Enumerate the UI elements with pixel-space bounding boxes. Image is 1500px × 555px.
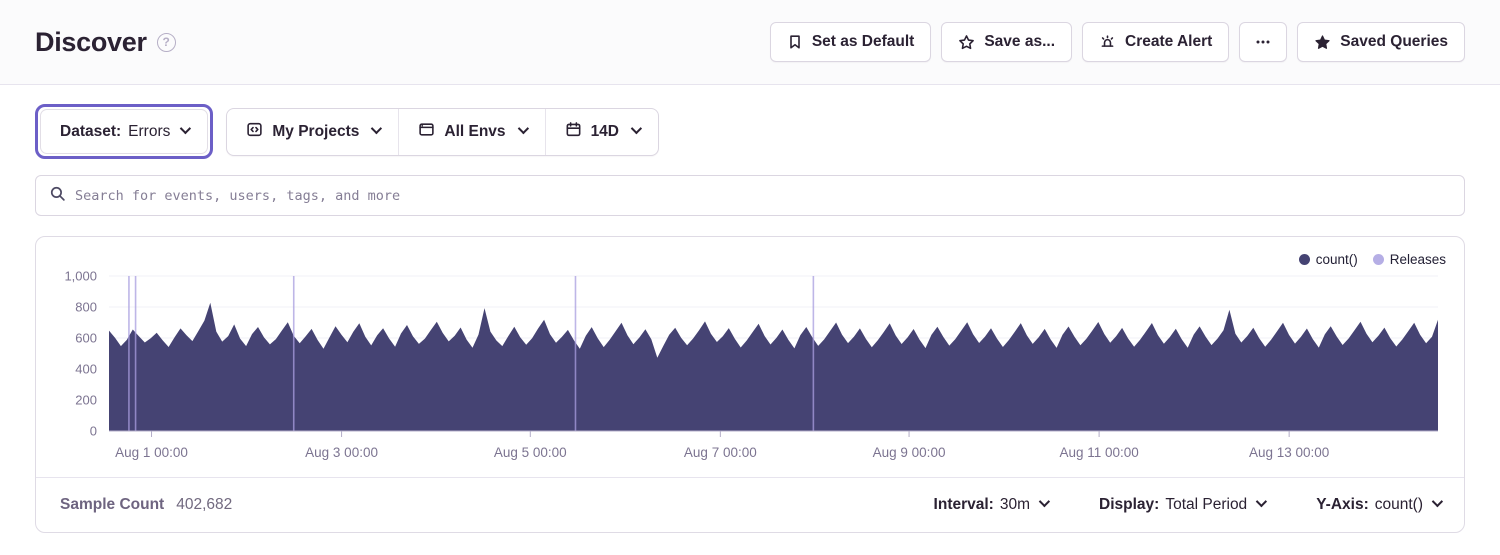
projects-value: My Projects	[272, 122, 360, 140]
create-alert-button[interactable]: Create Alert	[1082, 22, 1230, 62]
calendar-icon	[565, 121, 582, 143]
page-header: Discover ? Set as Default Save as... Cre…	[0, 0, 1500, 85]
chevron-down-icon	[371, 122, 383, 134]
set-as-default-label: Set as Default	[811, 33, 915, 50]
filter-bar: Dataset: Errors My Projects All Envs	[35, 104, 659, 159]
svg-text:0: 0	[90, 424, 97, 439]
dataset-label: Dataset:	[60, 122, 122, 140]
chevron-down-icon	[180, 122, 192, 134]
title-wrap: Discover ?	[35, 27, 176, 58]
page-title: Discover	[35, 26, 147, 57]
environments-dropdown[interactable]: All Envs	[398, 108, 544, 155]
svg-text:200: 200	[75, 393, 97, 408]
chevron-down-icon	[630, 122, 643, 134]
projects-dropdown[interactable]: My Projects	[227, 109, 398, 155]
display-value: Total Period	[1165, 496, 1248, 513]
chart-controls: Interval: 30m Display: Total Period Y-Ax…	[933, 495, 1444, 514]
svg-text:Aug 5 00:00: Aug 5 00:00	[494, 445, 567, 460]
yaxis-dropdown[interactable]: Y-Axis: count()	[1316, 495, 1444, 514]
svg-text:Aug 3 00:00: Aug 3 00:00	[305, 445, 378, 460]
svg-text:800: 800	[75, 300, 97, 315]
bookmark-icon	[787, 34, 803, 50]
legend-label: count()	[1315, 252, 1358, 267]
dataset-dropdown[interactable]: Dataset: Errors	[40, 109, 209, 154]
set-as-default-button[interactable]: Set as Default	[769, 22, 932, 62]
dataset-value: Errors	[128, 122, 171, 140]
chart-legend: count() Releases	[1298, 252, 1446, 267]
date-range-value: 14D	[590, 122, 619, 140]
interval-label: Interval:	[933, 496, 994, 513]
save-as-label: Save as...	[984, 33, 1055, 50]
environments-value: All Envs	[444, 122, 506, 140]
interval-value: 30m	[999, 496, 1031, 513]
star-outline-icon	[958, 34, 975, 51]
events-area-chart[interactable]: 0 200 400 600 800 1,000 Aug 1 00:00 Aug 3 00:00…	[36, 237, 1464, 479]
svg-text:Aug 13 00:00: Aug 13 00:00	[1249, 445, 1329, 460]
sample-count-label: Sample Count	[60, 496, 165, 513]
window-icon	[418, 121, 435, 143]
svg-text:Aug 7 00:00: Aug 7 00:00	[684, 445, 757, 460]
chevron-down-icon	[1255, 495, 1268, 508]
chevron-down-icon	[517, 122, 529, 134]
interval-dropdown[interactable]: Interval: 30m	[933, 495, 1051, 514]
chevron-down-icon	[1431, 495, 1444, 508]
project-icon	[246, 121, 263, 143]
legend-dot	[1372, 254, 1384, 265]
ellipsis-icon	[1255, 34, 1271, 50]
saved-queries-button[interactable]: Saved Queries	[1297, 22, 1465, 62]
search-icon	[49, 185, 66, 207]
chart-panel: count() Releases 0 200 400 600 800 1,000 Aug 1 …	[35, 236, 1465, 533]
sample-count: Sample Count 402,682	[60, 496, 232, 514]
overflow-menu-button[interactable]	[1239, 22, 1288, 62]
search-bar	[35, 175, 1465, 216]
date-range-dropdown[interactable]: 14D	[544, 108, 658, 155]
yaxis-label: Y-Axis:	[1316, 496, 1369, 513]
legend-item-count[interactable]: count()	[1298, 252, 1358, 267]
header-actions: Set as Default Save as... Create Alert	[769, 22, 1465, 62]
chart-panel-footer: Sample Count 402,682 Interval: 30m Displ…	[36, 477, 1464, 532]
display-label: Display:	[1099, 496, 1160, 513]
chevron-down-icon	[1038, 495, 1051, 508]
svg-text:600: 600	[75, 331, 97, 346]
svg-text:Aug 9 00:00: Aug 9 00:00	[873, 445, 946, 460]
svg-text:1,000: 1,000	[64, 269, 97, 284]
legend-dot	[1298, 254, 1310, 265]
saved-queries-label: Saved Queries	[1340, 33, 1448, 50]
help-icon[interactable]: ?	[156, 32, 176, 52]
yaxis-value: count()	[1374, 496, 1423, 513]
svg-text:Aug 11 00:00: Aug 11 00:00	[1059, 445, 1138, 460]
legend-item-releases[interactable]: Releases	[1372, 252, 1446, 267]
page-filter-group: My Projects All Envs 14D	[226, 107, 659, 156]
sample-count-value: 402,682	[176, 496, 233, 513]
svg-text:400: 400	[75, 362, 97, 377]
search-input[interactable]	[75, 187, 1451, 204]
siren-icon	[1099, 34, 1116, 51]
save-as-button[interactable]: Save as...	[941, 22, 1072, 62]
legend-label: Releases	[1389, 252, 1446, 267]
create-alert-label: Create Alert	[1125, 33, 1213, 50]
display-dropdown[interactable]: Display: Total Period	[1099, 495, 1268, 514]
dataset-highlight-outline: Dataset: Errors	[35, 104, 214, 159]
svg-text:Aug 1 00:00: Aug 1 00:00	[115, 445, 188, 460]
star-filled-icon	[1314, 34, 1331, 51]
